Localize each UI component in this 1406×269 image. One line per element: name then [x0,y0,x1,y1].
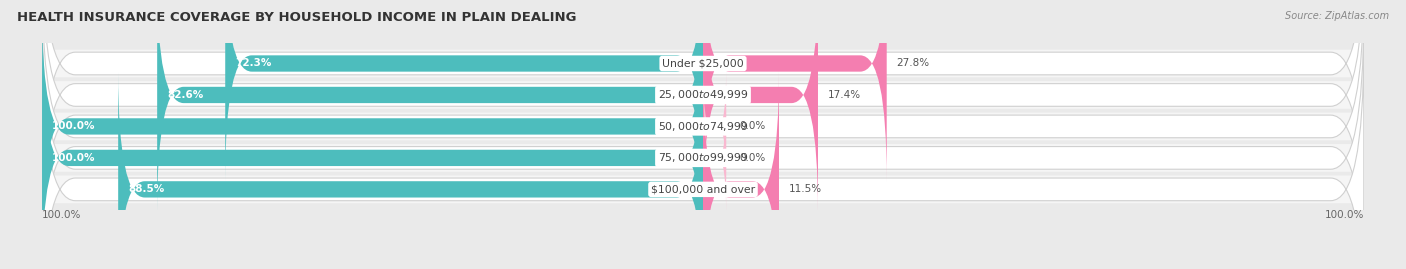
FancyBboxPatch shape [42,0,1364,269]
FancyBboxPatch shape [30,144,1376,172]
Text: HEALTH INSURANCE COVERAGE BY HOUSEHOLD INCOME IN PLAIN DEALING: HEALTH INSURANCE COVERAGE BY HOUSEHOLD I… [17,11,576,24]
Text: 100.0%: 100.0% [52,121,96,132]
FancyBboxPatch shape [30,50,1376,77]
Text: 100.0%: 100.0% [52,153,96,163]
FancyBboxPatch shape [703,0,818,213]
Text: 88.5%: 88.5% [128,184,165,194]
FancyBboxPatch shape [225,0,703,181]
FancyBboxPatch shape [703,72,779,269]
Text: 72.3%: 72.3% [235,58,271,69]
Text: 82.6%: 82.6% [167,90,204,100]
Text: $50,000 to $74,999: $50,000 to $74,999 [658,120,748,133]
Text: 100.0%: 100.0% [42,210,82,220]
Text: 100.0%: 100.0% [1324,210,1364,220]
Text: 0.0%: 0.0% [740,121,766,132]
FancyBboxPatch shape [703,103,725,213]
FancyBboxPatch shape [42,43,1364,269]
Text: $25,000 to $49,999: $25,000 to $49,999 [658,89,748,101]
FancyBboxPatch shape [42,40,703,269]
Text: Source: ZipAtlas.com: Source: ZipAtlas.com [1285,11,1389,21]
FancyBboxPatch shape [30,113,1376,140]
FancyBboxPatch shape [118,72,703,269]
FancyBboxPatch shape [42,0,1364,241]
Text: 0.0%: 0.0% [740,153,766,163]
Text: 11.5%: 11.5% [789,184,823,194]
Text: $100,000 and over: $100,000 and over [651,184,755,194]
Text: 17.4%: 17.4% [828,90,860,100]
FancyBboxPatch shape [30,175,1376,203]
Text: 27.8%: 27.8% [897,58,929,69]
Text: $75,000 to $99,999: $75,000 to $99,999 [658,151,748,164]
FancyBboxPatch shape [42,9,703,244]
FancyBboxPatch shape [703,0,887,181]
FancyBboxPatch shape [157,0,703,213]
FancyBboxPatch shape [30,81,1376,109]
FancyBboxPatch shape [703,72,725,181]
FancyBboxPatch shape [42,0,1364,210]
Text: Under $25,000: Under $25,000 [662,58,744,69]
FancyBboxPatch shape [42,12,1364,269]
